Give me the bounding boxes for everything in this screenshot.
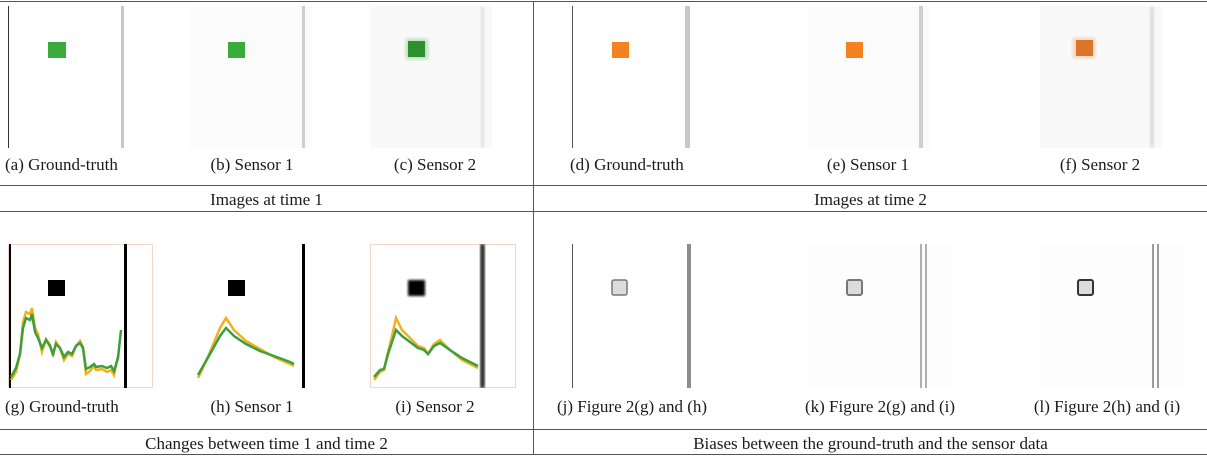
panel-e-sensor1-time2 [808, 6, 930, 148]
panel-c-sensor2-time1 [370, 6, 492, 148]
green-square [408, 41, 425, 57]
gray-vertical-line [1150, 6, 1154, 148]
black-square [228, 280, 245, 296]
gray-vertical-line [687, 244, 691, 388]
panel-l-bias-h-i [1040, 244, 1185, 388]
gray-vertical-line-2 [1157, 244, 1159, 388]
section-divider-bottom [0, 429, 1207, 430]
section-label-biases: Biases between the ground-truth and the … [693, 434, 1048, 453]
caption-l: (l) Figure 2(h) and (i) [1033, 397, 1181, 416]
gray-vertical-line-2 [925, 244, 927, 388]
top-rule [0, 1, 1207, 2]
gray-square [846, 279, 863, 296]
caption-e: (e) Sensor 1 [826, 155, 910, 174]
orange-square [1076, 40, 1093, 56]
panel-f-sensor2-time2 [1040, 6, 1162, 148]
caption-g: (g) Ground-truth [5, 397, 119, 416]
panel-a-ground-truth-time1 [8, 6, 130, 148]
green-change-curve [9, 313, 123, 378]
orange-square [612, 42, 629, 58]
black-square [408, 280, 425, 296]
panel-i-sensor2-change [370, 244, 516, 388]
panel-g-ground-truth-change [8, 244, 153, 388]
panel-d-ground-truth-time2 [572, 6, 694, 148]
caption-c: (c) Sensor 2 [393, 155, 477, 174]
black-square [48, 280, 65, 296]
gray-square [1077, 279, 1094, 296]
section-label-time1: Images at time 1 [210, 190, 323, 209]
green-square [48, 42, 66, 58]
black-vertical-line [302, 244, 305, 388]
green-change-curve [196, 326, 295, 376]
caption-f: (f) Sensor 2 [1059, 155, 1141, 174]
panel-k-bias-g-i [808, 244, 953, 388]
section-divider-top [0, 185, 1207, 186]
middle-rule [0, 211, 1207, 212]
caption-a: (a) Ground-truth [5, 155, 118, 174]
bottom-rule [0, 454, 1207, 455]
caption-b: (b) Sensor 1 [210, 155, 294, 174]
panel-h-sensor1-change [190, 244, 312, 388]
gray-vertical-line [302, 6, 305, 148]
column-divider [533, 1, 534, 455]
caption-j: (j) Figure 2(g) and (h) [556, 397, 708, 416]
caption-d: (d) Ground-truth [570, 155, 684, 174]
green-change-curve [373, 327, 479, 378]
gray-vertical-line [121, 6, 124, 148]
black-vertical-line [480, 244, 485, 388]
gray-vertical-line [920, 244, 922, 388]
caption-i: (i) Sensor 2 [395, 397, 475, 416]
gray-square [611, 279, 628, 296]
caption-k: (k) Figure 2(g) and (i) [804, 397, 956, 416]
section-label-changes: Changes between time 1 and time 2 [145, 434, 388, 453]
panel-j-bias-g-h [572, 244, 694, 388]
caption-h: (h) Sensor 1 [210, 397, 294, 416]
gray-vertical-line [481, 6, 484, 148]
green-square [228, 42, 245, 58]
gray-vertical-line [685, 6, 690, 148]
orange-square [846, 42, 863, 58]
gray-vertical-line [1152, 244, 1154, 388]
gray-vertical-line [919, 6, 923, 148]
section-label-time2: Images at time 2 [814, 190, 927, 209]
panel-b-sensor1-time1 [190, 6, 312, 148]
black-vertical-line [124, 244, 127, 388]
